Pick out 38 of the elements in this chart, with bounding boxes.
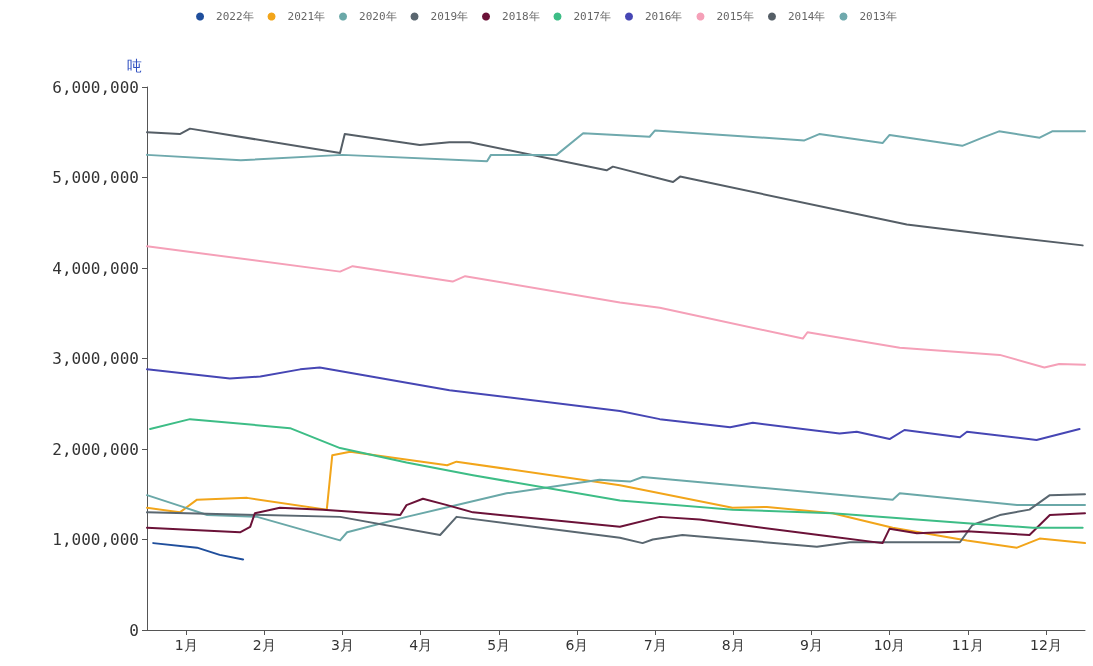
legend-label: 2018年 [502, 10, 540, 23]
legend-label: 2017年 [573, 10, 611, 23]
legend-label: 2013年 [859, 10, 897, 23]
x-tick-label: 6月 [565, 637, 589, 653]
y-axis-title: 吨 [127, 56, 142, 75]
line-series [146, 127, 1084, 247]
x-tick-label: 3月 [330, 637, 354, 653]
x-tick-label: 5月 [487, 637, 511, 653]
x-tick-label: 2月 [252, 637, 276, 653]
line-series [146, 450, 1086, 549]
line-series [146, 245, 1086, 369]
x-tick-label: 10月 [873, 637, 906, 653]
y-tick-label: 3,000,000 [52, 349, 139, 368]
x-tick-label: 9月 [799, 637, 823, 653]
line-series [146, 366, 1081, 441]
legend-label: 2015年 [716, 10, 754, 23]
x-tick-label: 12月 [1030, 637, 1062, 653]
x-tick-label: 7月 [643, 637, 667, 653]
y-tick-label: 4,000,000 [52, 258, 139, 278]
line-series [146, 476, 1086, 542]
y-tick-label: 5,000,000 [52, 168, 139, 187]
y-tick-label: 0 [129, 620, 139, 640]
x-tick-label: 4月 [409, 637, 433, 653]
line-series [149, 418, 1084, 529]
y-tick-label: 1,000,000 [52, 530, 139, 549]
y-tick-label: 2,000,000 [52, 439, 139, 459]
line-series [146, 129, 1086, 163]
line-series [152, 542, 245, 561]
legend-label: 2020年 [359, 10, 397, 23]
legend-label: 2019年 [430, 10, 469, 23]
x-tick-label: 1月 [174, 637, 198, 653]
legend-label: 2022年 [216, 10, 254, 23]
x-tick-label: 8月 [721, 637, 745, 653]
y-tick-label: 6,000,000 [52, 77, 139, 97]
legend-label: 2021年 [287, 10, 326, 23]
legend-label: 2014年 [787, 10, 826, 23]
x-tick-label: 11月 [951, 637, 984, 653]
legend-label: 2016年 [644, 10, 683, 23]
